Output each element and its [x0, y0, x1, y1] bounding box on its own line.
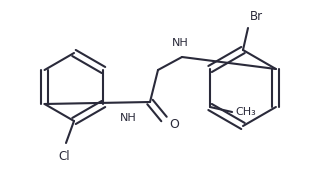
- Text: NH: NH: [172, 38, 188, 48]
- Text: NH: NH: [120, 113, 136, 123]
- Text: CH₃: CH₃: [235, 107, 256, 117]
- Text: O: O: [169, 118, 179, 130]
- Text: Cl: Cl: [58, 150, 70, 163]
- Text: Br: Br: [250, 10, 263, 23]
